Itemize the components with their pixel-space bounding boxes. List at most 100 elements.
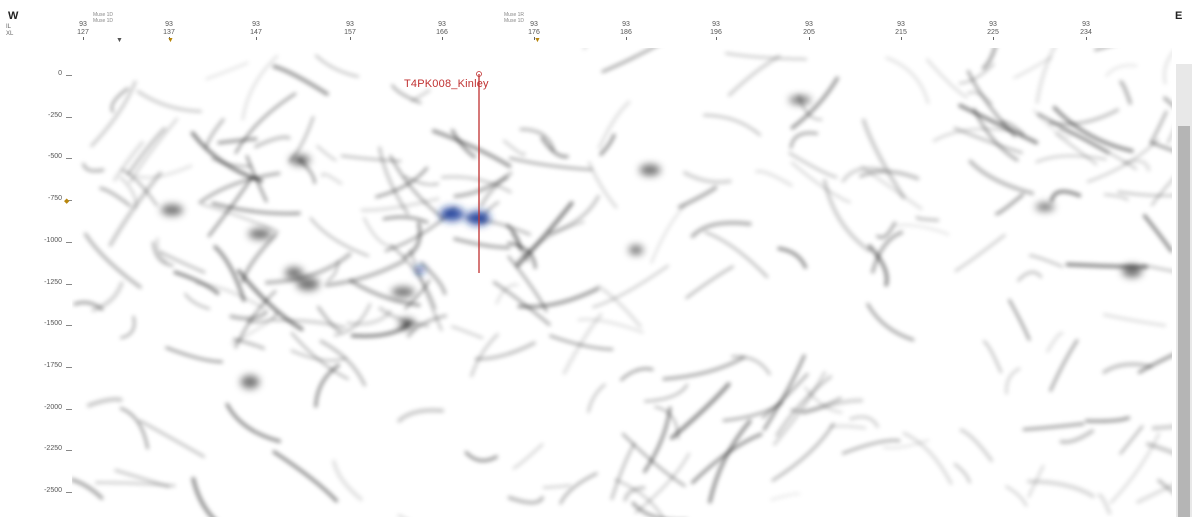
depth-tick [66, 158, 72, 160]
amplitude-streak [1035, 48, 1056, 104]
amplitude-streak [620, 367, 654, 381]
amplitude-streak [205, 118, 225, 148]
amplitude-streak [314, 363, 340, 408]
depth-tick-label: -750 [47, 195, 62, 203]
amplitude-streak [349, 278, 421, 308]
amplitude-hotspot [240, 375, 260, 389]
amplitude-streak [378, 146, 410, 215]
amplitude-streak [690, 220, 752, 239]
amplitude-streak [290, 349, 347, 362]
amplitude-streak [507, 495, 545, 505]
amplitude-streak [932, 127, 1012, 142]
amplitude-streak [1166, 131, 1172, 144]
amplitude-streak [1084, 416, 1131, 423]
amplitude-streak [547, 194, 600, 235]
amplitude-streak [1103, 313, 1167, 327]
horizon-pick-icon: ▼ [534, 37, 541, 44]
amplitude-streak [211, 201, 301, 216]
amplitude-streak [592, 264, 669, 308]
amplitude-streak [829, 424, 867, 430]
amplitude-streak [790, 76, 840, 130]
amplitude-streak [403, 221, 422, 259]
amplitude-streak [703, 114, 761, 136]
depth-tick [66, 75, 72, 76]
east-direction-label: E [1175, 10, 1183, 22]
depth-tick [66, 492, 72, 493]
amplitude-streak [1037, 112, 1110, 155]
amplitude-streak [241, 55, 279, 121]
amplitude-streak [1149, 110, 1168, 145]
amplitude-streak [902, 431, 953, 485]
amplitude-streak [191, 477, 215, 517]
amplitude-streak [440, 175, 512, 194]
amplitude-streak [389, 154, 445, 220]
amplitude-streak [708, 419, 752, 504]
amplitude-streak [1103, 193, 1129, 201]
amplitude-streak [512, 443, 544, 470]
vertical-scrollbar[interactable] [1176, 64, 1192, 517]
amplitude-streak [431, 129, 512, 168]
well-name-label[interactable]: T4PK008_Kinley [404, 78, 489, 90]
amplitude-streak [876, 221, 897, 240]
seismic-section-canvas[interactable] [72, 48, 1172, 517]
amplitude-streak [861, 118, 906, 200]
amplitude-hotspot [639, 164, 661, 176]
amplitude-streak [704, 231, 769, 279]
amplitude-streak [601, 48, 655, 73]
depth-tick-label: -500 [47, 153, 62, 161]
amplitude-streak [495, 283, 519, 305]
amplitude-streak [155, 237, 169, 264]
amplitude-streak [382, 215, 429, 224]
amplitude-hotspot [628, 245, 644, 255]
amplitude-streak [234, 92, 297, 154]
amplitude-hotspot [1121, 264, 1143, 278]
amplitude-streak [321, 172, 343, 185]
amplitude-streak [83, 232, 142, 289]
amplitude-streak [1119, 80, 1132, 105]
amplitude-streak [90, 80, 137, 148]
amplitude-hotspot [248, 228, 272, 240]
amplitude-streak [540, 136, 569, 159]
amplitude-streak [882, 439, 930, 449]
amplitude-streak [113, 140, 145, 182]
amplitude-streak [562, 313, 603, 375]
blue-amplitude-anomaly [416, 266, 424, 274]
amplitude-streak [114, 469, 170, 488]
amplitude-layer [72, 48, 1172, 517]
horizon-marker-icon[interactable]: ◆ [64, 198, 70, 205]
amplitude-streak [502, 139, 526, 157]
amplitude-streak [682, 171, 732, 185]
amplitude-streak [1141, 264, 1172, 272]
amplitude-streak [1046, 331, 1064, 353]
amplitude-streak [450, 128, 477, 159]
amplitude-streak [691, 432, 763, 485]
amplitude-streak [319, 339, 367, 387]
amplitude-streak [610, 442, 636, 500]
well-header: Muse 1R Muse 1D [504, 12, 525, 24]
amplitude-streak [120, 315, 136, 339]
amplitude-streak [953, 463, 971, 484]
amplitude-streak [272, 450, 339, 503]
amplitude-streak [788, 151, 838, 179]
amplitude-streak [375, 166, 429, 199]
scrollbar-thumb[interactable] [1178, 126, 1190, 517]
amplitude-streak [1035, 154, 1107, 163]
amplitude-streak [1022, 422, 1085, 431]
amplitude-streak [139, 419, 205, 458]
amplitude-streak [453, 237, 511, 250]
amplitude-streak [236, 269, 304, 332]
amplitude-streak [1049, 339, 1079, 392]
amplitude-streak [198, 171, 281, 204]
amplitude-streak [403, 175, 439, 186]
amplitude-streak [1163, 96, 1172, 107]
amplitude-streak [397, 408, 445, 423]
amplitude-streak [1065, 262, 1149, 269]
trace-tick-label: 93 147 [244, 21, 268, 40]
amplitude-streak [968, 159, 1035, 196]
inline-row-label: IL [6, 24, 12, 30]
amplitude-streak [731, 355, 771, 376]
amplitude-streak [1028, 254, 1064, 268]
amplitude-streak [419, 261, 447, 296]
amplitude-streak [333, 303, 372, 337]
amplitude-streak [326, 261, 340, 282]
